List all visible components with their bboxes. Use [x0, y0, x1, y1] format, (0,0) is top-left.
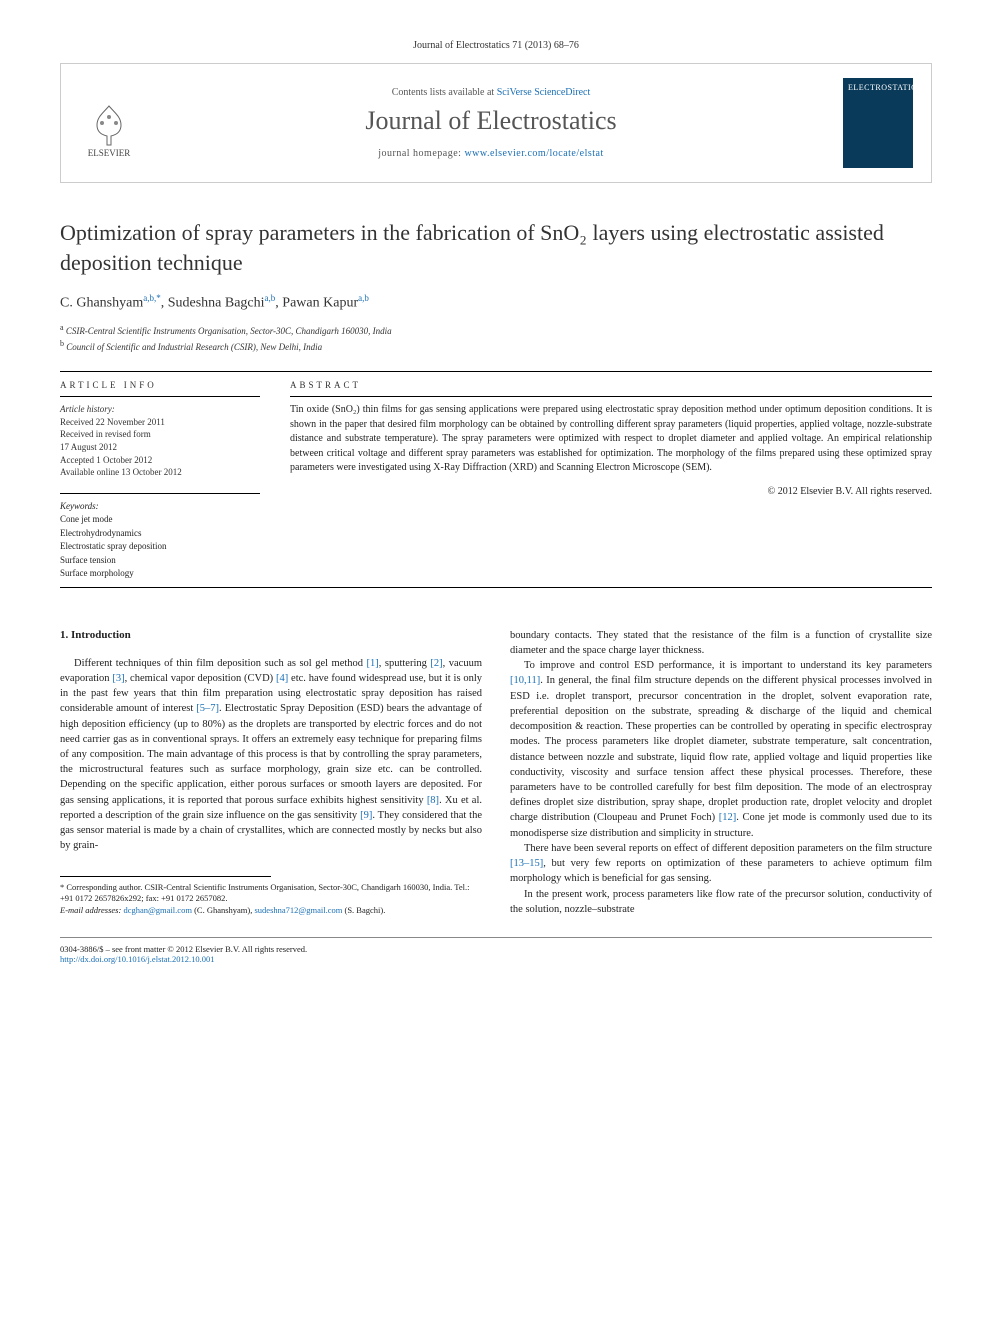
body-column-left: 1. Introduction Different techniques of …	[60, 628, 482, 917]
body-paragraph: There have been several reports on effec…	[510, 841, 932, 887]
ref-link[interactable]: [8]	[427, 795, 439, 806]
ref-link[interactable]: [12]	[719, 812, 737, 823]
body-text: , chemical vapor deposition (CVD)	[125, 673, 276, 684]
author-2: Sudeshna Bagchi	[168, 296, 265, 311]
header-center: Contents lists available at SciVerse Sci…	[139, 87, 843, 159]
email-who-2: (S. Bagchi).	[342, 905, 385, 915]
history-received: Received 22 November 2011	[60, 416, 260, 429]
corr-author-text: * Corresponding author. CSIR-Central Sci…	[60, 882, 482, 905]
email-who-1: (C. Ghanshyam),	[192, 905, 255, 915]
body-text: Different techniques of thin film deposi…	[74, 658, 367, 669]
body-text: There have been several reports on effec…	[524, 843, 932, 854]
corresponding-author-footnote: * Corresponding author. CSIR-Central Sci…	[60, 882, 482, 916]
author-2-affil: a,b	[265, 293, 276, 303]
homepage-prefix: journal homepage:	[378, 148, 464, 159]
author-list: C. Ghanshyama,b,*, Sudeshna Bagchia,b, P…	[60, 293, 932, 312]
page-footer: 0304-3886/$ – see front matter © 2012 El…	[60, 937, 932, 964]
affiliation-a: CSIR-Central Scientific Instruments Orga…	[66, 326, 392, 336]
footnote-separator	[60, 876, 271, 877]
keywords-block: Keywords: Cone jet mode Electrohydrodyna…	[60, 493, 260, 581]
footer-left: 0304-3886/$ – see front matter © 2012 El…	[60, 944, 307, 964]
body-columns: 1. Introduction Different techniques of …	[60, 628, 932, 917]
keyword-item: Surface morphology	[60, 567, 260, 581]
author-3: Pawan Kapur	[282, 296, 358, 311]
history-revised-2: 17 August 2012	[60, 441, 260, 454]
keyword-item: Electrohydrodynamics	[60, 527, 260, 541]
ref-link[interactable]: [13–15]	[510, 858, 543, 869]
journal-homepage-link[interactable]: www.elsevier.com/locate/elstat	[464, 148, 603, 159]
author-1-affil: a,b,*	[143, 293, 161, 303]
article-history-block: Article history: Received 22 November 20…	[60, 396, 260, 479]
body-column-right: boundary contacts. They stated that the …	[510, 628, 932, 917]
affiliation-b: Council of Scientific and Industrial Res…	[66, 342, 322, 352]
body-text: . Electrostatic Spray Deposition (ESD) b…	[60, 703, 482, 805]
body-text: , sputtering	[379, 658, 431, 669]
email-label: E-mail addresses:	[60, 905, 123, 915]
contents-prefix: Contents lists available at	[392, 87, 497, 98]
email-link-1[interactable]: dcghan@gmail.com	[123, 905, 192, 915]
body-text: . In general, the final film structure d…	[510, 675, 932, 823]
body-paragraph: boundary contacts. They stated that the …	[510, 628, 932, 658]
body-text: To improve and control ESD performance, …	[524, 660, 932, 671]
history-accepted: Accepted 1 October 2012	[60, 454, 260, 467]
article-info-label: ARTICLE INFO	[60, 372, 260, 396]
elsevier-tree-icon	[89, 103, 129, 148]
info-abstract-row: ARTICLE INFO Article history: Received 2…	[60, 372, 932, 581]
ref-link[interactable]: [2]	[430, 658, 442, 669]
ref-link[interactable]: [3]	[112, 673, 124, 684]
body-paragraph: Different techniques of thin film deposi…	[60, 656, 482, 854]
ref-link[interactable]: [1]	[367, 658, 379, 669]
history-revised-1: Received in revised form	[60, 428, 260, 441]
elsevier-logo: ELSEVIER	[79, 88, 139, 158]
author-1: C. Ghanshyam	[60, 296, 143, 311]
journal-name: Journal of Electrostatics	[139, 106, 843, 136]
abstract-column: ABSTRACT Tin oxide (SnO₂) thin films for…	[290, 372, 932, 581]
article-history-label: Article history:	[60, 403, 260, 416]
keyword-item: Cone jet mode	[60, 513, 260, 527]
body-paragraph: To improve and control ESD performance, …	[510, 658, 932, 841]
cover-title: ELECTROSTATICS	[848, 83, 908, 92]
article-title: Optimization of spray parameters in the …	[60, 218, 932, 277]
homepage-line: journal homepage: www.elsevier.com/locat…	[139, 148, 843, 159]
contents-available-line: Contents lists available at SciVerse Sci…	[139, 87, 843, 98]
journal-reference: Journal of Electrostatics 71 (2013) 68–7…	[60, 40, 932, 51]
introduction-heading: 1. Introduction	[60, 628, 482, 644]
keywords-label: Keywords:	[60, 500, 260, 514]
email-link-2[interactable]: sudeshna712@gmail.com	[255, 905, 343, 915]
history-online: Available online 13 October 2012	[60, 466, 260, 479]
body-text: , but very few reports on optimization o…	[510, 858, 932, 884]
body-paragraph: In the present work, process parameters …	[510, 887, 932, 917]
ref-link[interactable]: [10,11]	[510, 675, 540, 686]
copyright-line: © 2012 Elsevier B.V. All rights reserved…	[290, 486, 932, 497]
journal-cover-thumbnail: ELECTROSTATICS	[843, 78, 913, 168]
ref-link[interactable]: [9]	[360, 810, 372, 821]
journal-header-box: ELSEVIER Contents lists available at Sci…	[60, 63, 932, 183]
sciencedirect-link[interactable]: SciVerse ScienceDirect	[497, 87, 591, 98]
article-info-column: ARTICLE INFO Article history: Received 2…	[60, 372, 260, 581]
abstract-label: ABSTRACT	[290, 372, 932, 396]
author-3-affil: a,b	[358, 293, 369, 303]
affiliations: a CSIR-Central Scientific Instruments Or…	[60, 322, 932, 353]
ref-link[interactable]: [5–7]	[196, 703, 219, 714]
ref-link[interactable]: [4]	[276, 673, 288, 684]
front-matter-line: 0304-3886/$ – see front matter © 2012 El…	[60, 944, 307, 954]
doi-link[interactable]: http://dx.doi.org/10.1016/j.elstat.2012.…	[60, 954, 215, 964]
elsevier-label: ELSEVIER	[88, 148, 131, 158]
mid-rule	[60, 587, 932, 588]
keyword-item: Electrostatic spray deposition	[60, 540, 260, 554]
keyword-item: Surface tension	[60, 554, 260, 568]
abstract-text: Tin oxide (SnO₂) thin films for gas sens…	[290, 396, 932, 476]
